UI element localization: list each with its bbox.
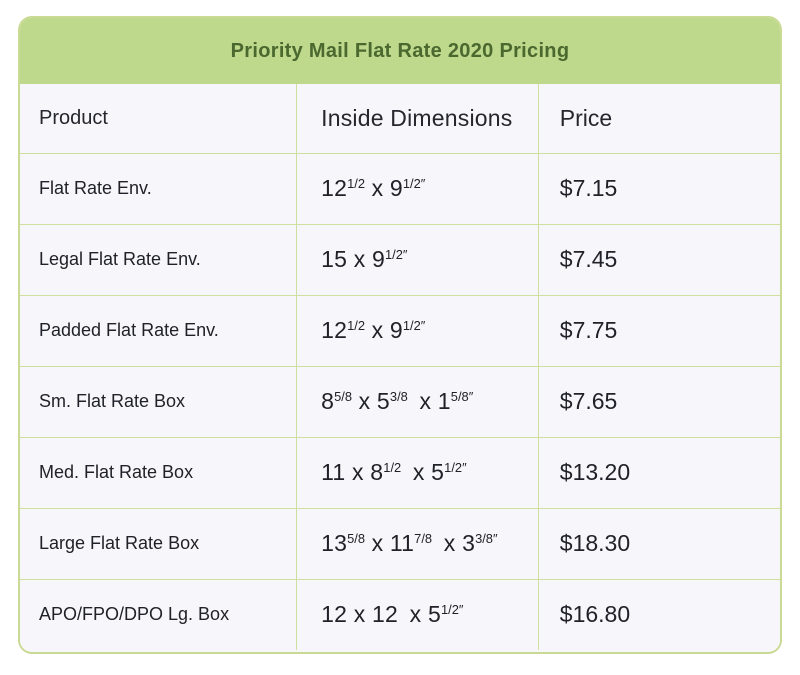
fraction-superscript: 5/8 bbox=[334, 389, 353, 405]
page-title: Priority Mail Flat Rate 2020 Pricing bbox=[230, 39, 570, 62]
dimensions-cell: 15 x 91/2″ bbox=[296, 223, 539, 296]
dimensions-cell: 11 x 81/2 x 51/2″ bbox=[296, 436, 539, 509]
fraction-superscript: 3/8 bbox=[389, 389, 408, 405]
fraction-superscript: 1/2 bbox=[347, 176, 366, 192]
product-cell: Large Flat Rate Box bbox=[20, 507, 298, 580]
price-cell: $7.75 bbox=[537, 294, 780, 367]
dimensions-cell: 85/8 x 53/8 x 15/8″ bbox=[296, 365, 539, 438]
product-cell: Padded Flat Rate Env. bbox=[20, 294, 298, 367]
dimensions-cell: 135/8 x 117/8 x 33/8″ bbox=[296, 507, 539, 580]
table-row: Sm. Flat Rate Box 85/8 x 53/8 x 15/8″ $7.6… bbox=[20, 365, 780, 438]
table-row: APO/FPO/DPO Lg. Box 12 x 12 x 51/2″ $16.80 bbox=[20, 578, 780, 650]
product-cell: Sm. Flat Rate Box bbox=[20, 365, 298, 438]
price-cell: $7.45 bbox=[537, 223, 780, 296]
card-header: Priority Mail Flat Rate 2020 Pricing bbox=[20, 18, 780, 84]
table-row: Padded Flat Rate Env. 121/2 x 91/2″ $7.75 bbox=[20, 294, 780, 367]
fraction-superscript: 5/8 bbox=[347, 531, 366, 547]
table-header-row: Product Inside Dimensions Price bbox=[20, 84, 780, 154]
dimensions-cell: 12 x 12 x 51/2″ bbox=[296, 578, 539, 650]
dimensions-cell: 121/2 x 91/2″ bbox=[296, 152, 539, 225]
column-header-price: Price bbox=[537, 84, 780, 154]
fraction-superscript: 1/2 bbox=[383, 460, 402, 476]
table-row: Legal Flat Rate Env. 15 x 91/2″ $7.45 bbox=[20, 223, 780, 296]
product-cell: Flat Rate Env. bbox=[20, 152, 298, 225]
fraction-superscript: 7/8 bbox=[414, 531, 433, 547]
product-cell: Legal Flat Rate Env. bbox=[20, 223, 298, 296]
price-cell: $16.80 bbox=[537, 578, 780, 650]
table-row: Flat Rate Env. 121/2 x 91/2″ $7.15 bbox=[20, 152, 780, 225]
product-cell: APO/FPO/DPO Lg. Box bbox=[20, 578, 298, 650]
dimensions-cell: 121/2 x 91/2″ bbox=[296, 294, 539, 367]
price-cell: $13.20 bbox=[537, 436, 780, 509]
table-row: Large Flat Rate Box 135/8 x 117/8 x 33/8″… bbox=[20, 507, 780, 580]
price-cell: $7.65 bbox=[537, 365, 780, 438]
product-cell: Med. Flat Rate Box bbox=[20, 436, 298, 509]
fraction-superscript: 1/2″ bbox=[402, 176, 426, 192]
fraction-superscript: 3/8″ bbox=[475, 531, 498, 547]
pricing-card: Priority Mail Flat Rate 2020 Pricing Pro… bbox=[18, 16, 782, 654]
price-cell: $18.30 bbox=[537, 507, 780, 580]
pricing-table: Product Inside Dimensions Price Flat Rat… bbox=[20, 84, 780, 650]
fraction-superscript: 1/2 bbox=[347, 318, 366, 334]
table-row: Med. Flat Rate Box 11 x 81/2 x 51/2″ $13.2… bbox=[20, 436, 780, 509]
column-header-product: Product bbox=[20, 84, 298, 154]
fraction-superscript: 1/2″ bbox=[440, 602, 464, 618]
price-cell: $7.15 bbox=[537, 152, 780, 225]
column-header-dimensions: Inside Dimensions bbox=[296, 84, 539, 154]
fraction-superscript: 5/8″ bbox=[450, 389, 474, 405]
fraction-superscript: 1/2″ bbox=[402, 318, 426, 334]
fraction-superscript: 1/2″ bbox=[384, 247, 408, 263]
fraction-superscript: 1/2″ bbox=[444, 460, 467, 476]
